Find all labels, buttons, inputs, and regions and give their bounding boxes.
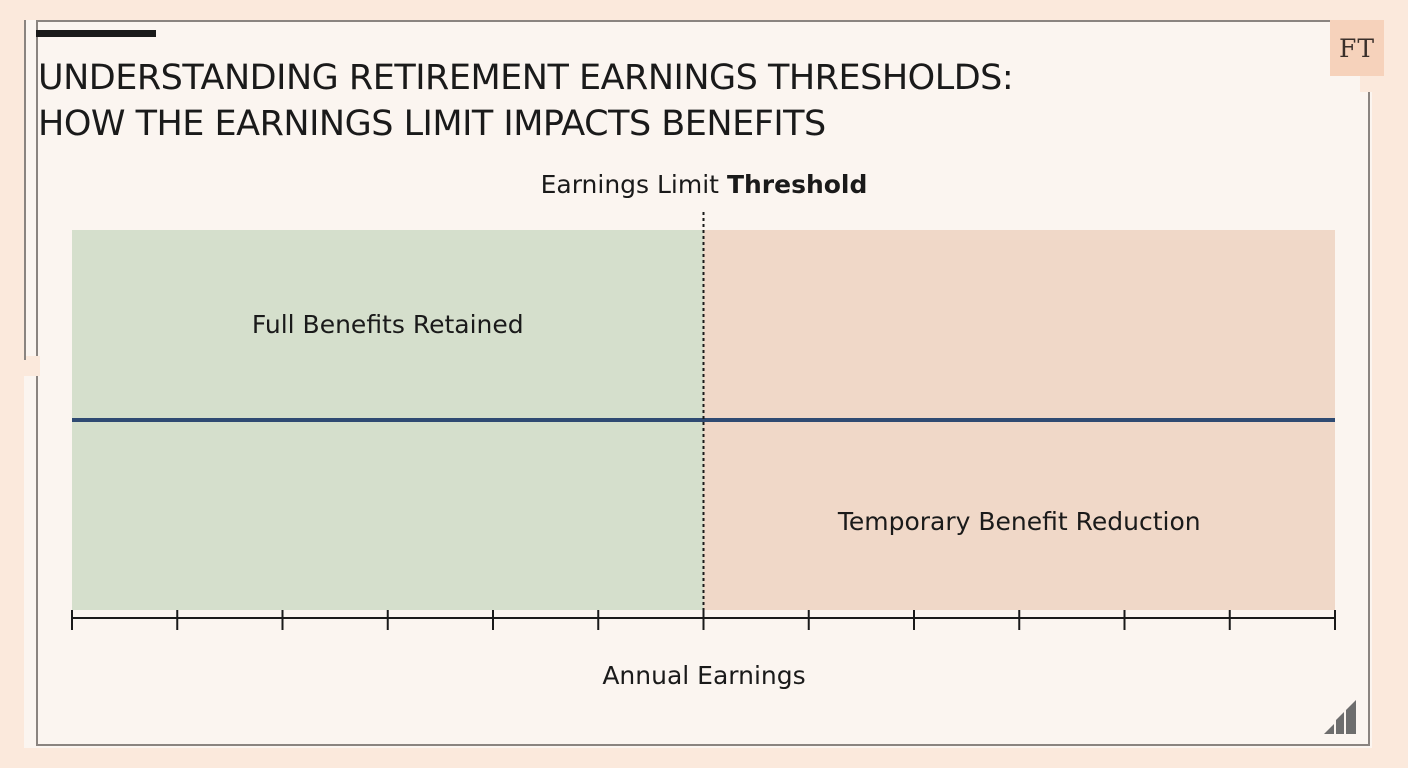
frame-edge xyxy=(24,20,26,360)
title-accent-bar xyxy=(36,30,156,37)
chart-frame xyxy=(36,20,1370,746)
chart-title-line-2: HOW THE EARNINGS LIMIT IMPACTS BENEFITS xyxy=(38,104,826,144)
chart-title-line-1: UNDERSTANDING RETIREMENT EARNINGS THRESH… xyxy=(38,58,1014,98)
threshold-label-prefix: Earnings Limit xyxy=(540,170,727,199)
frame-gap xyxy=(22,356,40,376)
full-benefits-label: Full Benefits Retained xyxy=(252,310,524,339)
x-axis-label: Annual Earnings xyxy=(602,661,805,690)
bar-chart-icon xyxy=(1322,696,1362,742)
threshold-label-bold: Threshold xyxy=(726,170,868,199)
ft-logo: FT xyxy=(1330,20,1384,76)
threshold-label: Earnings Limit Threshold xyxy=(0,170,1408,199)
benefit-reduction-label: Temporary Benefit Reduction xyxy=(837,507,1201,536)
chart-title: UNDERSTANDING RETIREMENT EARNINGS THRESH… xyxy=(38,55,1288,147)
